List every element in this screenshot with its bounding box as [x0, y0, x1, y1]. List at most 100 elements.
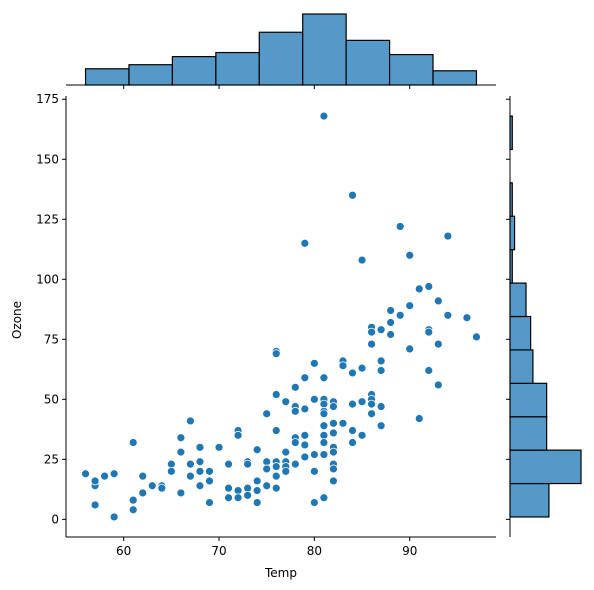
scatter-point — [300, 440, 310, 450]
scatter-point — [319, 493, 329, 503]
histogram-bar — [509, 215, 516, 251]
scatter-point — [290, 406, 300, 416]
scatter-point — [109, 512, 119, 522]
histogram-bar — [509, 315, 532, 351]
scatter-point — [262, 457, 272, 467]
scatter-point — [290, 459, 300, 469]
scatter-point — [338, 361, 348, 371]
scatter-point — [281, 466, 291, 476]
scatter-point — [186, 471, 195, 481]
scatter-point — [166, 459, 176, 469]
scatter-point — [157, 483, 167, 493]
scatter-point — [186, 416, 195, 426]
scatter-point — [348, 426, 357, 435]
right-marginal-histogram — [506, 96, 582, 537]
scatter-point — [386, 306, 396, 315]
scatter-point — [300, 452, 310, 462]
scatter-point — [243, 459, 253, 469]
scatter-point — [128, 495, 138, 505]
scatter-point — [348, 399, 357, 409]
x-ticks: 60 70 80 90 — [116, 537, 417, 558]
scatter-point — [195, 457, 205, 467]
scatter-point — [348, 438, 357, 447]
scatter-point — [166, 466, 176, 476]
scatter-point — [433, 296, 443, 306]
scatter-point — [243, 490, 253, 500]
y-tick-label: 175 — [36, 92, 59, 106]
scatter-point — [224, 493, 233, 503]
histogram-bar — [432, 70, 478, 86]
scatter-point — [281, 397, 291, 407]
scatter-point — [338, 418, 348, 428]
scatter-point — [90, 476, 100, 486]
y-tick-label: 100 — [36, 272, 59, 286]
scatter-point — [300, 404, 310, 414]
scatter-point — [367, 409, 376, 419]
top-marginal-histogram — [66, 13, 496, 89]
scatter-point — [138, 488, 148, 498]
scatter-point — [205, 476, 214, 486]
scatter-point — [472, 332, 481, 342]
scatter-point — [319, 373, 329, 383]
scatter-point — [443, 310, 453, 320]
scatter-point — [319, 430, 329, 440]
histogram-bar — [171, 55, 217, 86]
histogram-bar — [388, 53, 434, 86]
y-tick-label: 25 — [44, 452, 59, 466]
y-tick-label: 125 — [36, 212, 59, 226]
scatter-point — [319, 421, 329, 431]
scatter-point — [329, 418, 338, 428]
x-axis-label: Temp — [264, 566, 297, 580]
y-tick-label: 0 — [51, 512, 59, 526]
scatter-point — [329, 428, 338, 438]
scatter-point — [348, 190, 357, 200]
scatter-point — [252, 486, 262, 495]
scatter-point — [233, 430, 243, 440]
scatter-point — [243, 483, 253, 493]
scatter-point — [414, 414, 424, 423]
histogram-bar — [509, 449, 582, 485]
x-tick-label: 60 — [116, 544, 131, 558]
scatter-point — [319, 438, 329, 447]
x-tick-label: 90 — [402, 544, 417, 558]
scatter-point — [214, 442, 224, 452]
scatter-point — [309, 466, 319, 476]
scatter-point — [386, 318, 396, 327]
scatter-point — [309, 450, 319, 459]
scatter-point — [424, 327, 434, 337]
scatter-point — [252, 445, 262, 455]
scatter-point — [376, 421, 386, 431]
scatter-points — [81, 111, 481, 522]
scatter-point — [376, 356, 386, 366]
scatter-point — [271, 390, 281, 399]
scatter-point — [300, 430, 310, 440]
scatter-point — [462, 313, 472, 323]
scatter-point — [386, 330, 396, 339]
y-axis-label: Ozone — [10, 301, 24, 339]
histogram-bar — [509, 416, 548, 451]
histogram-bar — [302, 13, 347, 86]
histogram-bar — [509, 382, 548, 418]
scatter-point — [376, 402, 386, 411]
scatter-point — [224, 483, 233, 493]
scatter-point — [290, 438, 300, 447]
scatter-point — [271, 483, 281, 493]
scatter-point — [205, 498, 214, 507]
scatter-point — [300, 238, 310, 248]
scatter-point — [271, 471, 281, 481]
scatter-point — [405, 301, 415, 311]
scatter-point — [329, 476, 338, 486]
scatter-point — [195, 481, 205, 491]
scatter-point — [319, 409, 329, 419]
histogram-bar — [509, 282, 527, 318]
histogram-bar — [215, 51, 260, 86]
scatter-point — [414, 284, 424, 294]
scatter-point — [233, 493, 243, 503]
scatter-point — [319, 111, 329, 121]
scatter-point — [271, 462, 281, 471]
scatter-point — [357, 363, 367, 373]
scatter-point — [309, 358, 319, 368]
scatter-point — [262, 409, 272, 419]
scatter-point — [271, 349, 281, 359]
